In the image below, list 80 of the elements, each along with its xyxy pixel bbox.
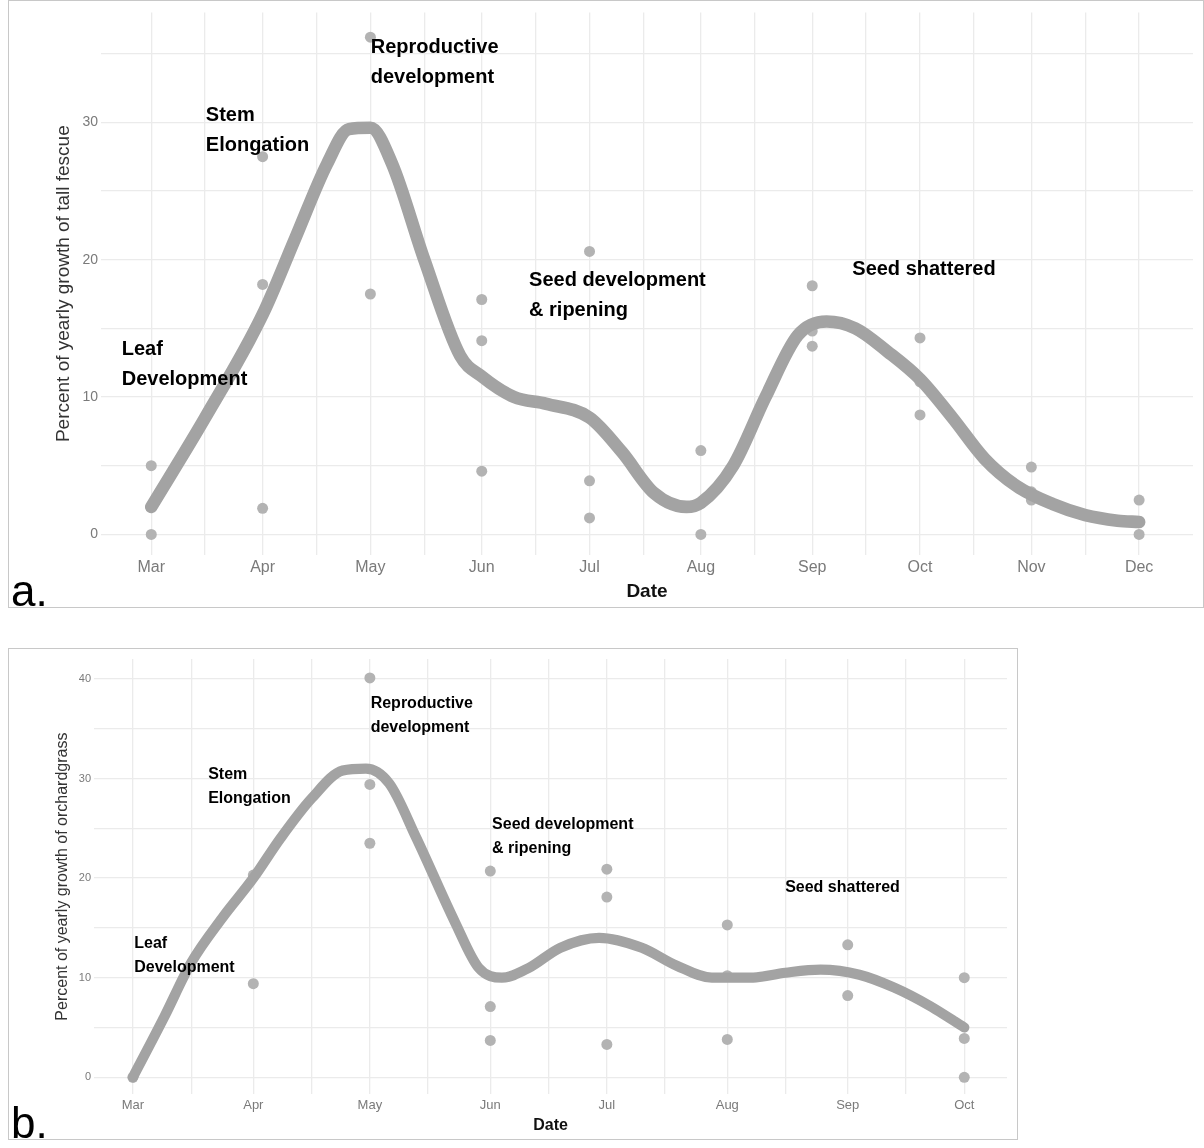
- y-tick-label: 20: [82, 250, 99, 267]
- point: [257, 278, 269, 290]
- annotation: Leaf Development: [134, 934, 236, 976]
- point: [842, 939, 854, 951]
- x-tick-label: Aug: [686, 558, 716, 576]
- point: [145, 528, 157, 540]
- y-tick-label: 40: [78, 671, 92, 684]
- annotation: Reproductive development: [370, 34, 499, 87]
- annotation: Stem Elongation: [208, 764, 291, 806]
- point: [476, 294, 488, 305]
- point: [584, 512, 596, 524]
- x-tick-label: Apr: [250, 558, 276, 576]
- point: [601, 863, 613, 875]
- point: [958, 1032, 970, 1044]
- y-tick-label: 0: [84, 1070, 92, 1083]
- point: [584, 245, 596, 257]
- point: [806, 340, 818, 352]
- x-tick-label: Nov: [1017, 558, 1046, 576]
- y-tick-label: 0: [90, 525, 99, 542]
- point: [601, 1038, 613, 1050]
- point: [914, 409, 926, 421]
- point: [958, 1071, 970, 1083]
- point: [958, 972, 970, 984]
- x-tick-label: Oct: [954, 1096, 975, 1112]
- point: [695, 445, 707, 457]
- annotation: Seed shattered: [852, 257, 996, 280]
- point: [476, 465, 488, 477]
- y-axis-title: Percent of yearly growth of tall fescue: [52, 125, 74, 443]
- text: a.: [11, 566, 48, 615]
- point: [721, 919, 733, 931]
- point: [364, 672, 376, 684]
- x-tick-label: Jul: [579, 558, 600, 576]
- x-tick-label: Sep: [836, 1096, 860, 1112]
- x-tick-label: May: [357, 1096, 383, 1112]
- point: [364, 837, 376, 849]
- point: [364, 778, 376, 790]
- point: [476, 335, 488, 347]
- annotation: Seed development & ripening: [492, 814, 635, 856]
- point: [484, 1034, 496, 1046]
- point: [806, 280, 818, 292]
- y-tick-label: 30: [78, 771, 92, 784]
- x-tick-label: May: [355, 558, 386, 576]
- annotation: Stem Elongation: [205, 103, 310, 156]
- point: [145, 460, 157, 472]
- point: [721, 1033, 733, 1045]
- point: [1133, 528, 1145, 540]
- annotation: Reproductive development: [370, 694, 474, 736]
- point: [695, 528, 707, 540]
- point: [364, 288, 376, 300]
- x-axis-title: Date: [626, 579, 668, 601]
- x-tick-label: Sep: [797, 558, 827, 576]
- point: [247, 978, 259, 990]
- x-tick-label: Oct: [907, 558, 933, 576]
- point: [484, 865, 496, 877]
- x-tick-label: Jun: [468, 558, 495, 576]
- point: [484, 1001, 496, 1013]
- text: b.: [11, 1098, 48, 1147]
- point: [842, 990, 854, 1002]
- point: [257, 502, 269, 514]
- point: [914, 332, 926, 344]
- point: [601, 891, 613, 903]
- annotation: Leaf Development: [121, 337, 248, 390]
- y-tick-label: 30: [82, 113, 99, 130]
- annotation: Seed shattered: [785, 877, 900, 895]
- x-tick-label: Dec: [1124, 558, 1154, 576]
- x-tick-label: Jun: [479, 1096, 501, 1112]
- x-tick-label: Mar: [121, 1096, 145, 1112]
- x-tick-label: Mar: [137, 558, 166, 576]
- y-tick-label: 20: [78, 871, 92, 884]
- y-tick-label: 10: [82, 387, 99, 404]
- y-tick-label: 10: [78, 970, 92, 983]
- point: [1025, 461, 1037, 473]
- point: [584, 475, 596, 487]
- x-axis-title: Date: [533, 1115, 568, 1133]
- annotation: Seed development & ripening: [529, 268, 707, 321]
- x-tick-label: Aug: [715, 1096, 739, 1112]
- x-tick-label: Apr: [243, 1096, 265, 1112]
- x-tick-label: Jul: [598, 1096, 616, 1112]
- point: [1133, 494, 1145, 506]
- y-axis-title: Percent of yearly growth of orchardgrass: [52, 732, 70, 1021]
